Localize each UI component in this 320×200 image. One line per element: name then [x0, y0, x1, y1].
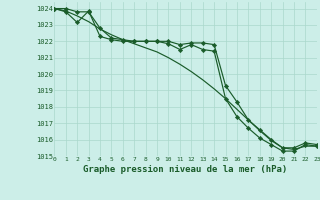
X-axis label: Graphe pression niveau de la mer (hPa): Graphe pression niveau de la mer (hPa)	[84, 165, 288, 174]
